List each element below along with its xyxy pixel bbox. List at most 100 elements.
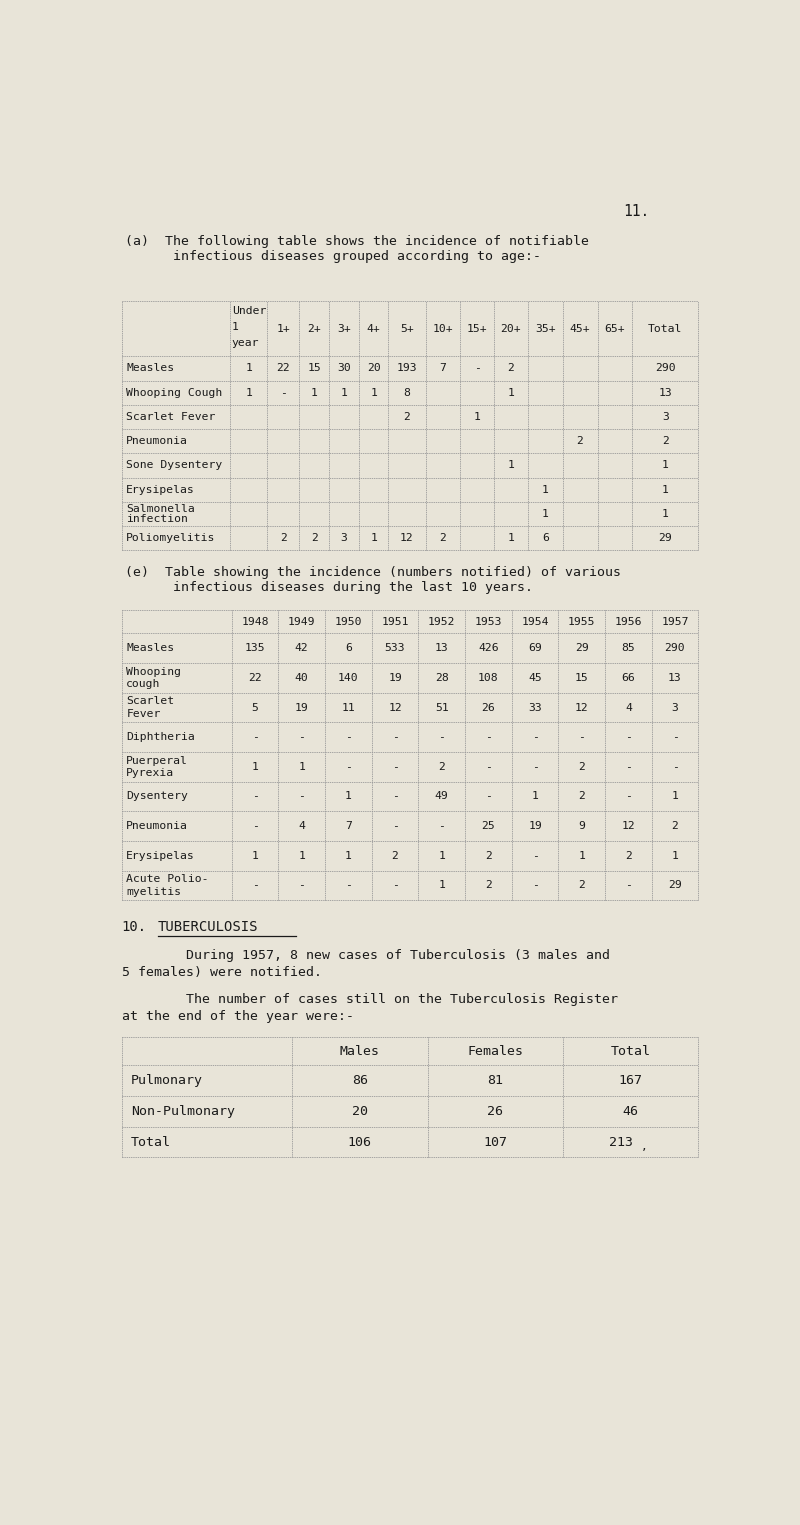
Text: 45+: 45+	[570, 323, 590, 334]
Text: 45: 45	[528, 673, 542, 683]
Text: Diphtheria: Diphtheria	[126, 732, 195, 743]
Text: 1954: 1954	[522, 618, 549, 627]
Text: 29: 29	[668, 880, 682, 891]
Text: 2: 2	[671, 820, 678, 831]
Text: 1: 1	[531, 791, 538, 802]
Text: -: -	[531, 732, 538, 743]
Text: 26: 26	[482, 703, 495, 712]
Text: Erysipelas: Erysipelas	[126, 485, 195, 494]
Text: -: -	[485, 732, 492, 743]
Text: -: -	[625, 762, 632, 772]
Text: 13: 13	[435, 644, 449, 653]
Text: 7: 7	[345, 820, 352, 831]
Text: 12: 12	[400, 534, 414, 543]
Text: 12: 12	[574, 703, 589, 712]
Text: 42: 42	[295, 644, 309, 653]
Text: 15: 15	[307, 363, 321, 374]
Text: Females: Females	[467, 1045, 523, 1058]
Text: -: -	[252, 820, 258, 831]
Text: -: -	[531, 880, 538, 891]
Text: -: -	[345, 732, 352, 743]
Text: 65+: 65+	[605, 323, 626, 334]
Text: 86: 86	[352, 1074, 368, 1087]
Text: -: -	[485, 762, 492, 772]
Text: 25: 25	[482, 820, 495, 831]
Text: (a)  The following table shows the incidence of notifiable: (a) The following table shows the incide…	[125, 235, 589, 247]
Text: 2: 2	[578, 762, 585, 772]
Text: 51: 51	[435, 703, 449, 712]
Text: 533: 533	[385, 644, 406, 653]
Text: 5: 5	[252, 703, 258, 712]
Text: 140: 140	[338, 673, 358, 683]
Text: 3: 3	[671, 703, 678, 712]
Text: 2: 2	[439, 534, 446, 543]
Text: 1: 1	[298, 851, 305, 860]
Text: 49: 49	[435, 791, 449, 802]
Text: -: -	[438, 820, 445, 831]
Text: 1: 1	[542, 509, 549, 518]
Text: 1: 1	[507, 387, 514, 398]
Text: 1: 1	[662, 485, 669, 494]
Text: 2: 2	[578, 880, 585, 891]
Text: -: -	[671, 762, 678, 772]
Text: 1: 1	[474, 412, 481, 422]
Text: 30: 30	[338, 363, 351, 374]
Text: 2: 2	[507, 363, 514, 374]
Text: 11: 11	[342, 703, 355, 712]
Text: 66: 66	[622, 673, 635, 683]
Text: 2: 2	[577, 436, 583, 447]
Text: 1950: 1950	[334, 618, 362, 627]
Text: 1: 1	[370, 534, 377, 543]
Text: 1: 1	[246, 387, 252, 398]
Text: 2+: 2+	[307, 323, 321, 334]
Text: 29: 29	[658, 534, 672, 543]
Text: 12: 12	[388, 703, 402, 712]
Text: Pneumonia: Pneumonia	[126, 820, 188, 831]
Text: -: -	[252, 880, 258, 891]
Text: 5+: 5+	[400, 323, 414, 334]
Text: 6: 6	[542, 534, 549, 543]
Text: -: -	[345, 762, 352, 772]
Text: 15: 15	[574, 673, 589, 683]
Text: 81: 81	[487, 1074, 503, 1087]
Text: Scarlet: Scarlet	[126, 697, 174, 706]
Text: 69: 69	[528, 644, 542, 653]
Text: -: -	[392, 791, 398, 802]
Text: cough: cough	[126, 679, 161, 689]
Text: 5 females) were notified.: 5 females) were notified.	[122, 965, 322, 979]
Text: Puerperal: Puerperal	[126, 756, 188, 766]
Text: Total: Total	[131, 1136, 171, 1148]
Text: 2: 2	[662, 436, 669, 447]
Text: 4: 4	[625, 703, 632, 712]
Text: 167: 167	[618, 1074, 642, 1087]
Text: Acute Polio-: Acute Polio-	[126, 874, 209, 884]
Text: 20+: 20+	[501, 323, 521, 334]
Text: 1: 1	[671, 851, 678, 860]
Text: 33: 33	[528, 703, 542, 712]
Text: 9: 9	[578, 820, 585, 831]
Text: 2: 2	[403, 412, 410, 422]
Text: TUBERCULOSIS: TUBERCULOSIS	[158, 920, 258, 933]
Text: -: -	[392, 880, 398, 891]
Text: -: -	[531, 851, 538, 860]
Text: During 1957, 8 new cases of Tuberculosis (3 males and: During 1957, 8 new cases of Tuberculosis…	[122, 949, 610, 962]
Text: 4: 4	[298, 820, 305, 831]
Text: 3+: 3+	[338, 323, 351, 334]
Text: 19: 19	[388, 673, 402, 683]
Text: 1: 1	[345, 791, 352, 802]
Text: -: -	[298, 880, 305, 891]
Text: 2: 2	[485, 851, 492, 860]
Text: 1: 1	[438, 851, 445, 860]
Text: 1: 1	[662, 509, 669, 518]
Text: Measles: Measles	[126, 644, 174, 653]
Text: 28: 28	[435, 673, 449, 683]
Text: Scarlet Fever: Scarlet Fever	[126, 412, 216, 422]
Text: Whooping Cough: Whooping Cough	[126, 387, 222, 398]
Text: 11.: 11.	[623, 204, 650, 218]
Text: -: -	[298, 732, 305, 743]
Text: infectious diseases during the last 10 years.: infectious diseases during the last 10 y…	[125, 581, 533, 595]
Text: 2: 2	[578, 791, 585, 802]
Text: myelitis: myelitis	[126, 886, 182, 897]
Text: 12: 12	[622, 820, 635, 831]
Text: 1+: 1+	[277, 323, 290, 334]
